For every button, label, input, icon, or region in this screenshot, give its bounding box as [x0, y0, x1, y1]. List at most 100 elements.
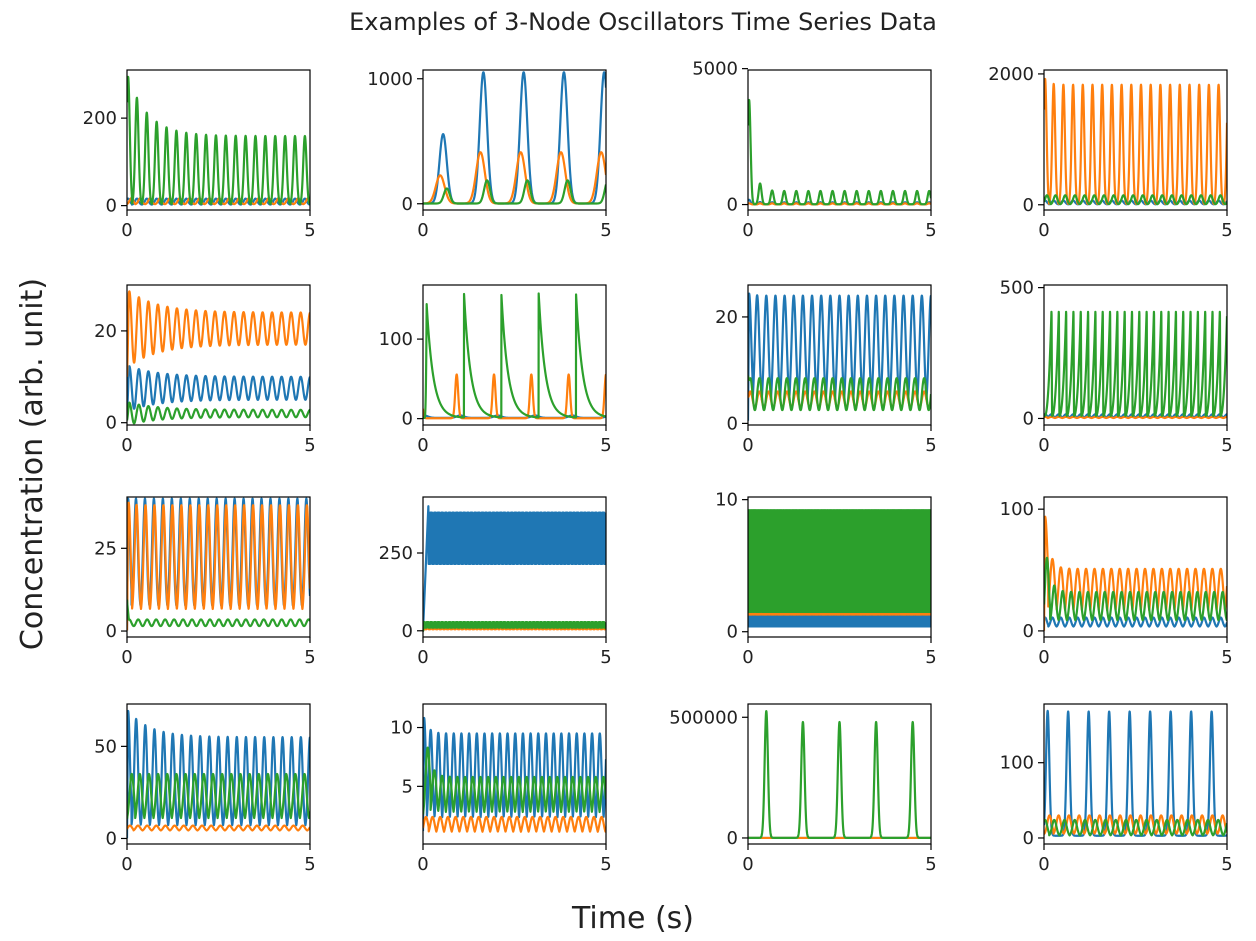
- subplot-r1-c3: 0 5 0 500: [1000, 278, 1233, 456]
- series-line-2: [423, 620, 606, 632]
- axes-frame: [422, 703, 607, 845]
- series-line-1: [127, 824, 310, 832]
- x-tick-label: 0: [742, 854, 753, 875]
- y-tick-label: 25: [94, 538, 117, 559]
- series-line-2: [127, 772, 310, 820]
- axes-frame: [126, 69, 311, 211]
- x-tick-label: 5: [600, 647, 611, 668]
- x-tick-label: 5: [925, 854, 936, 875]
- y-tick-label: 5: [402, 776, 413, 797]
- axes-frame: [1043, 69, 1228, 211]
- x-tick-label: 5: [600, 435, 611, 456]
- x-tick-label: 5: [1221, 854, 1232, 875]
- x-tick-label: 0: [121, 647, 132, 668]
- y-tick-label: 0: [1023, 621, 1034, 642]
- x-tick-label: 0: [121, 220, 132, 241]
- series-line-0: [127, 365, 310, 414]
- y-tick-label: 0: [402, 194, 413, 215]
- subplot-r2-c2: 0 5 0 10: [715, 490, 937, 668]
- axes-frame: [1043, 703, 1228, 845]
- series-line-0: [127, 709, 310, 839]
- x-tick-label: 5: [304, 647, 315, 668]
- x-tick-label: 5: [304, 854, 315, 875]
- series-line-0: [748, 292, 931, 421]
- y-tick-label: 0: [402, 409, 413, 430]
- y-tick-label: 0: [1023, 828, 1034, 849]
- y-tick-label: 250: [379, 543, 413, 564]
- series-line-1: [127, 501, 310, 631]
- series-line-2: [423, 746, 606, 815]
- y-tick-label: 0: [106, 828, 117, 849]
- y-tick-label: 0: [727, 622, 738, 643]
- x-tick-label: 0: [417, 647, 428, 668]
- y-tick-label: 100: [1000, 499, 1034, 520]
- subplot-r3-c1: 0 5 5 10: [390, 703, 612, 875]
- series-line-1: [1044, 814, 1227, 836]
- x-tick-label: 0: [742, 220, 753, 241]
- x-tick-label: 5: [600, 220, 611, 241]
- x-tick-label: 5: [925, 220, 936, 241]
- axes-frame: [126, 496, 311, 638]
- subplot-r0-c2: 0 5 0 5000: [692, 59, 937, 241]
- x-tick-label: 0: [742, 647, 753, 668]
- y-tick-label: 0: [1023, 408, 1034, 429]
- figure-title: Examples of 3-Node Oscillators Time Seri…: [349, 8, 937, 36]
- y-tick-label: 2000: [988, 64, 1034, 85]
- y-tick-label: 0: [106, 413, 117, 434]
- axes-frame: [747, 284, 932, 426]
- axes-frame: [1043, 496, 1228, 638]
- subplot-r0-c0: 0 5 0 200: [83, 69, 316, 241]
- series-line-2: [127, 599, 310, 628]
- x-tick-label: 0: [417, 220, 428, 241]
- series-line-2: [127, 75, 310, 206]
- y-tick-label: 20: [715, 307, 738, 328]
- y-tick-label: 20: [94, 321, 117, 342]
- y-tick-label: 0: [1023, 195, 1034, 216]
- y-tick-label: 100: [379, 329, 413, 350]
- y-tick-label: 10: [390, 718, 413, 739]
- series-line-1: [1044, 77, 1227, 206]
- y-tick-label: 0: [727, 195, 738, 216]
- series-line-1: [1044, 415, 1227, 420]
- y-tick-label: 5000: [692, 59, 738, 80]
- series-line-1: [423, 815, 606, 833]
- subplot-r3-c2: 0 5 0 500000: [669, 703, 937, 875]
- series-line-2: [423, 179, 606, 205]
- series-line-0: [423, 505, 606, 632]
- y-tick-label: 50: [94, 736, 117, 757]
- series-line-2: [1044, 556, 1227, 622]
- series-line-0: [1044, 709, 1227, 837]
- series-line-0: [423, 716, 606, 832]
- y-tick-label: 0: [106, 621, 117, 642]
- x-tick-label: 5: [600, 854, 611, 875]
- axes-frame: [422, 284, 607, 426]
- y-tick-label: 200: [83, 108, 117, 129]
- axes-frame: [1043, 284, 1228, 426]
- y-tick-label: 500: [1000, 278, 1034, 299]
- axes-frame: [126, 284, 311, 426]
- series-line-1: [127, 290, 310, 377]
- subplot-r2-c1: 0 5 0 250: [379, 496, 612, 668]
- y-tick-label: 100: [1000, 753, 1034, 774]
- axes-frame: [422, 496, 607, 638]
- series-line-2: [423, 292, 606, 419]
- x-tick-label: 5: [925, 435, 936, 456]
- series-line-2: [748, 375, 931, 412]
- x-axis-label: Time (s): [571, 901, 694, 936]
- x-tick-label: 5: [304, 435, 315, 456]
- x-tick-label: 0: [121, 854, 132, 875]
- series-line-2: [748, 710, 931, 839]
- x-tick-label: 5: [304, 220, 315, 241]
- x-tick-label: 0: [417, 854, 428, 875]
- series-line-2: [1044, 310, 1227, 417]
- y-tick-label: 500000: [669, 707, 738, 728]
- y-tick-label: 0: [402, 621, 413, 642]
- x-tick-label: 0: [1038, 647, 1049, 668]
- series-line-2: [748, 509, 931, 614]
